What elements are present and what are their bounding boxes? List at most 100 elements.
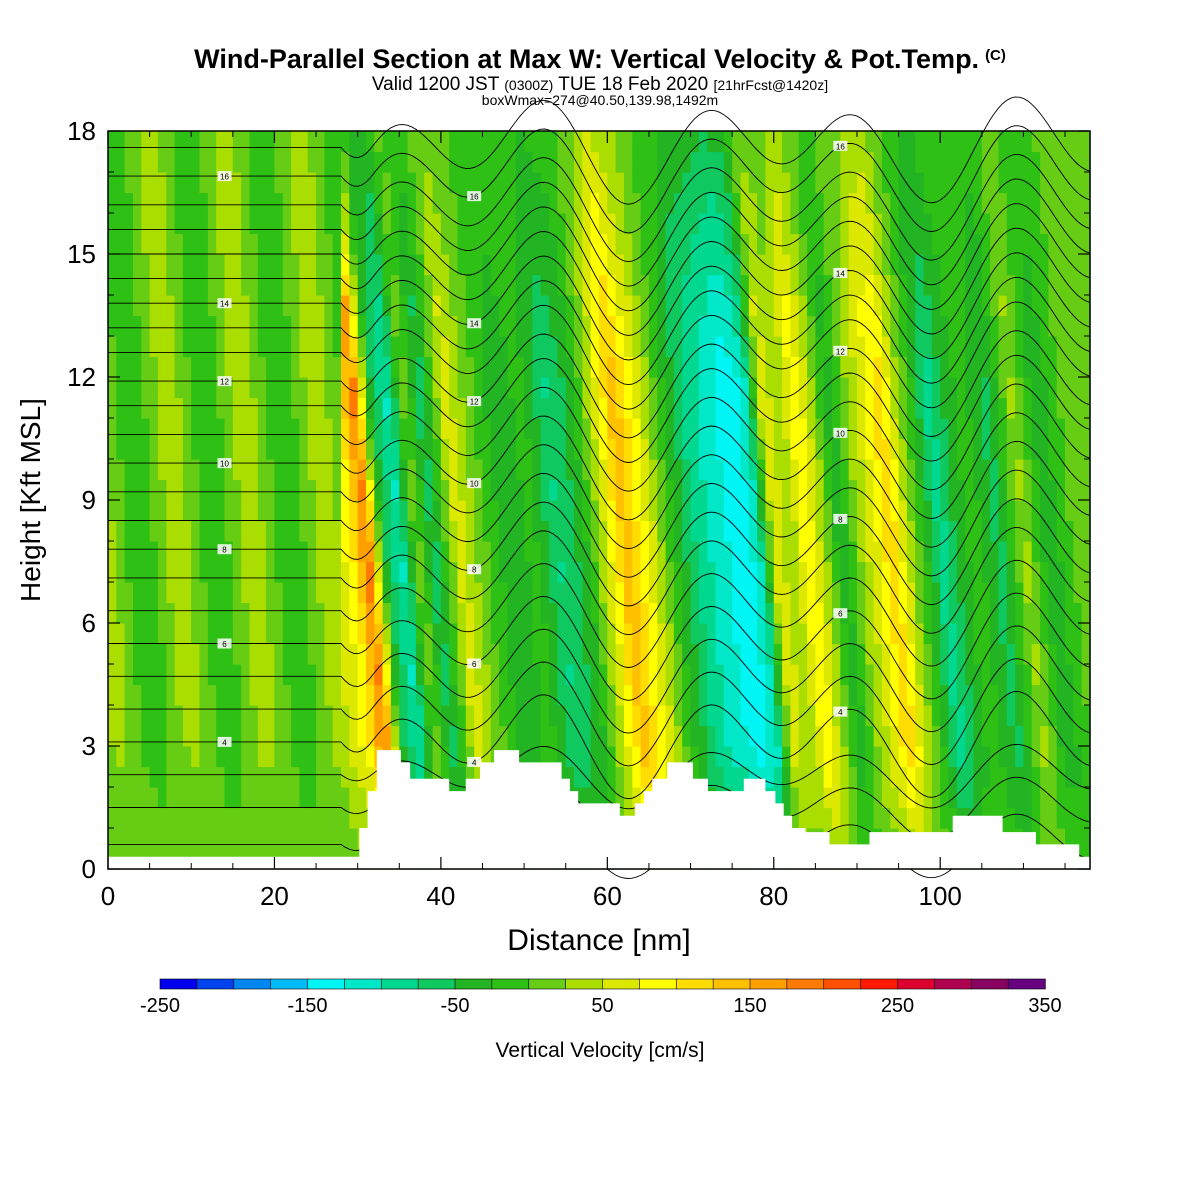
velocity-cell [449,602,459,624]
velocity-cell [657,397,667,419]
velocity-cell [407,520,417,542]
velocity-cell [740,233,750,255]
velocity-cell [357,254,367,276]
velocity-cell [848,131,858,153]
velocity-cell [832,151,841,173]
velocity-cell [906,131,916,153]
velocity-cell [557,725,567,747]
velocity-cell [249,807,259,829]
velocity-cell [149,725,159,747]
velocity-cell [599,438,608,460]
velocity-cell [540,397,550,419]
velocity-cell [948,274,958,296]
theta-contour [108,330,1091,439]
velocity-cell [624,377,633,399]
velocity-cell [316,807,325,829]
velocity-cell [490,479,500,501]
velocity-cell [157,233,167,255]
velocity-cell [1048,766,1058,788]
velocity-cell [990,500,999,522]
velocity-cell [590,725,600,747]
velocity-cell [532,561,542,583]
velocity-cell [474,213,484,235]
velocity-cell [307,602,317,624]
velocity-cell [906,397,916,419]
velocity-cell [515,582,525,604]
velocity-cell [690,233,700,255]
velocity-cell [698,623,708,645]
velocity-cell [665,172,675,194]
velocity-cell [266,418,275,440]
velocity-cell [565,479,575,501]
velocity-cell [798,418,808,440]
velocity-cell [865,705,875,727]
velocity-cell [615,254,625,276]
velocity-cell [299,356,309,378]
velocity-cell [108,192,117,214]
velocity-cell [532,664,542,686]
velocity-cell [549,172,558,194]
velocity-cell [1006,213,1016,235]
velocity-cell [499,664,508,686]
velocity-cell [1006,459,1016,481]
velocity-cell [432,274,442,296]
velocity-cell [524,500,533,522]
velocity-cell [524,233,533,255]
velocity-cell [723,459,733,481]
velocity-cell [440,561,450,583]
velocity-cell [157,623,167,645]
velocity-cell [765,172,775,194]
velocity-cell [956,254,966,276]
velocity-cell [432,315,442,337]
velocity-cell [1073,418,1083,440]
velocity-cell [665,623,675,645]
velocity-cell [1065,541,1074,563]
velocity-cell [257,233,267,255]
x-tick-label: 20 [260,881,289,911]
velocity-cell [757,684,766,706]
velocity-cell [482,520,492,542]
velocity-cell [382,500,392,522]
velocity-cell [940,582,950,604]
velocity-cell [590,787,600,809]
velocity-cell [898,192,908,214]
velocity-cell [648,377,658,399]
velocity-cell [332,131,342,153]
velocity-cell [574,541,583,563]
velocity-cell [948,213,958,235]
velocity-cell [499,643,508,665]
velocity-cell [723,356,733,378]
velocity-cell [224,131,234,153]
velocity-cell [599,213,608,235]
velocity-cell [499,438,508,460]
velocity-cell [782,520,791,542]
velocity-cell [465,418,475,440]
velocity-cell [216,787,226,809]
velocity-cell [765,377,775,399]
velocity-cell [316,151,325,173]
velocity-cell [1015,602,1024,624]
velocity-cell [990,438,999,460]
velocity-cell [116,582,126,604]
velocity-cell [141,807,151,829]
velocity-cell [108,479,117,501]
velocity-cell [332,766,342,788]
velocity-cell [832,315,841,337]
velocity-cell [482,397,492,419]
velocity-cell [291,418,300,440]
velocity-cell [790,438,800,460]
velocity-cell [782,582,791,604]
velocity-cell [274,254,284,276]
velocity-cell [257,643,267,665]
velocity-cell [698,213,708,235]
velocity-cell [723,254,733,276]
velocity-cell [257,500,267,522]
velocity-cell [599,684,608,706]
velocity-cell [765,500,775,522]
velocity-cell [465,664,475,686]
velocity-cell [857,192,866,214]
contour-label-bg [217,544,232,555]
velocity-cell [524,664,533,686]
velocity-cell [415,561,425,583]
velocity-cell [640,520,650,542]
